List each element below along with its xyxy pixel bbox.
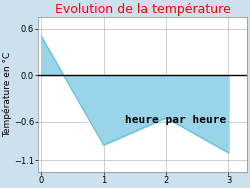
Title: Evolution de la température: Evolution de la température [55,3,231,16]
Text: heure par heure: heure par heure [125,115,226,125]
Y-axis label: Température en °C: Température en °C [3,52,12,137]
